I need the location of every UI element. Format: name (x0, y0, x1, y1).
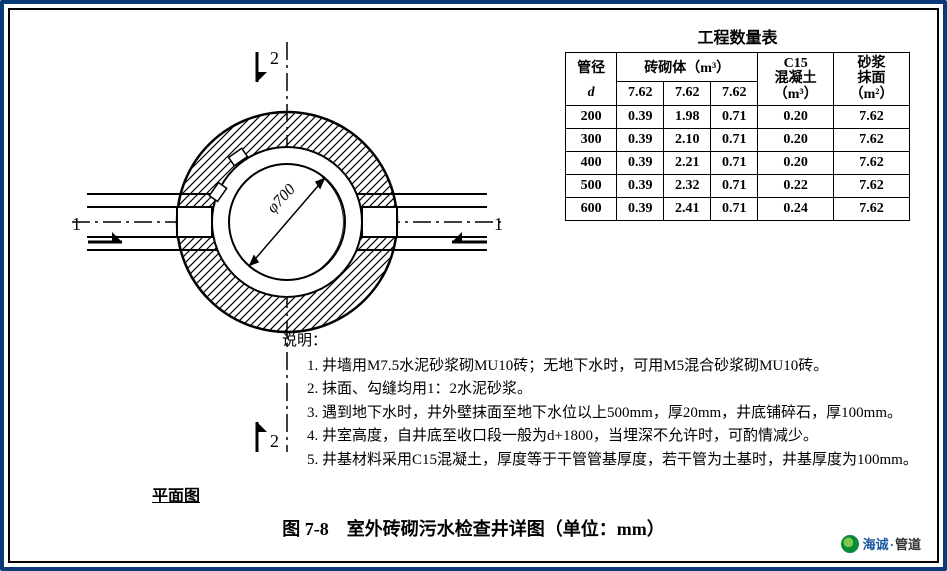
table-cell: 0.20 (758, 152, 834, 175)
plan-caption: 平面图 (152, 482, 200, 506)
table-cell: 0.39 (617, 198, 664, 221)
table-cell: 2.10 (664, 129, 711, 152)
table-cell: 0.20 (758, 129, 834, 152)
table-cell: 0.71 (711, 106, 758, 129)
note-item: 井基材料采用C15混凝土，厚度等于干管管基厚度，若干管为土基时，井基厚度为100… (322, 449, 922, 472)
col-mortar-2: 抹面 (858, 71, 886, 86)
watermark-brand-2: 管道 (895, 537, 921, 552)
section-mark-2-bottom: 2 (257, 422, 279, 452)
watermark-brand-1: 海诚 (863, 537, 889, 552)
table-cell: 7.62 (834, 175, 910, 198)
svg-text:2: 2 (270, 431, 279, 451)
table-cell: 0.39 (617, 129, 664, 152)
table-cell: 2.41 (664, 198, 711, 221)
table-cell: 1.98 (664, 106, 711, 129)
svg-text:1: 1 (72, 214, 81, 234)
col-c15-3: （m³） (774, 87, 818, 102)
table-cell: 7.62 (834, 152, 910, 175)
table-cell: 200 (566, 106, 617, 129)
watermark-logo-icon (841, 535, 859, 553)
table-cell: 0.20 (758, 106, 834, 129)
sub-h1: 7.62 (617, 81, 664, 105)
table-cell: 0.22 (758, 175, 834, 198)
note-item: 抹面、勾缝均用1：2水泥砂浆。 (322, 378, 922, 401)
note-item: 井墙用M7.5水泥砂浆砌MU10砖；无地下水时，可用M5混合砂浆砌MU10砖。 (322, 355, 922, 378)
col-mortar-1: 砂浆 (858, 56, 886, 71)
table-cell: 0.39 (617, 175, 664, 198)
quantities-table-area: 工程数量表 管径 砖砌体（m³） C15 混凝土 （m³） 砂浆 抹面 (565, 24, 910, 221)
note-item: 井室高度，自井底至收口段一般为d+1800，当埋深不允许时，可酌情减少。 (322, 425, 922, 448)
table-cell: 0.71 (711, 129, 758, 152)
watermark: 海诚·管道 (841, 534, 921, 553)
note-item: 遇到地下水时，井外壁抹面至地下水位以上500mm，厚20mm，井底铺碎石，厚10… (322, 402, 922, 425)
table-cell: 300 (566, 129, 617, 152)
col-mortar-3: （m²） (850, 87, 894, 102)
col-c15-1: C15 (784, 56, 808, 71)
svg-text:1: 1 (494, 214, 503, 234)
table-cell: 600 (566, 198, 617, 221)
table-row: 4000.392.210.710.207.62 (566, 152, 910, 175)
table-row: 2000.391.980.710.207.62 (566, 106, 910, 129)
sub-h3: 7.62 (711, 81, 758, 105)
table-cell: 0.71 (711, 152, 758, 175)
section-mark-2-top: 2 (257, 48, 279, 82)
table-row: 5000.392.320.710.227.62 (566, 175, 910, 198)
quantities-table: 管径 砖砌体（m³） C15 混凝土 （m³） 砂浆 抹面 （m²） (565, 52, 910, 221)
table-row: 6000.392.410.710.247.62 (566, 198, 910, 221)
table-cell: 2.32 (664, 175, 711, 198)
figure-caption: 图 7-8 室外砖砌污水检查井详图（单位：mm） (12, 515, 935, 541)
notes: 说明： 井墙用M7.5水泥砂浆砌MU10砖；无地下水时，可用M5混合砂浆砌MU1… (282, 330, 922, 472)
col-d-label-2: d (588, 85, 595, 100)
table-cell: 2.21 (664, 152, 711, 175)
sub-h2: 7.62 (664, 81, 711, 105)
notes-label: 说明： (282, 330, 922, 353)
col-c15-2: 混凝土 (775, 71, 817, 86)
table-cell: 0.39 (617, 152, 664, 175)
table-title: 工程数量表 (565, 24, 910, 48)
table-cell: 0.39 (617, 106, 664, 129)
table-cell: 0.24 (758, 198, 834, 221)
table-cell: 7.62 (834, 106, 910, 129)
svg-text:2: 2 (270, 48, 279, 68)
table-cell: 400 (566, 152, 617, 175)
col-d-label-1: 管径 (577, 61, 605, 76)
col-brick-header: 砖砌体（m³） (617, 53, 758, 82)
table-row: 3000.392.100.710.207.62 (566, 129, 910, 152)
table-cell: 0.71 (711, 175, 758, 198)
table-cell: 7.62 (834, 198, 910, 221)
table-cell: 0.71 (711, 198, 758, 221)
table-cell: 500 (566, 175, 617, 198)
table-cell: 7.62 (834, 129, 910, 152)
